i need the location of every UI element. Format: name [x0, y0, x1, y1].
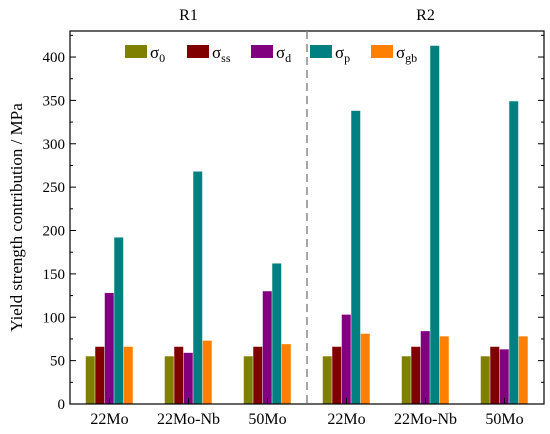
- y-tick-label: 300: [43, 137, 66, 153]
- bar-0-5: [401, 356, 411, 404]
- y-tick-label: 400: [43, 50, 66, 66]
- bar-ss-5: [411, 346, 421, 404]
- bar-p-5: [430, 45, 440, 404]
- legend-subscript: ss: [221, 51, 231, 65]
- bars-group: [85, 45, 528, 404]
- region-label: R2: [416, 7, 435, 24]
- y-tick-label: 250: [43, 180, 66, 196]
- y-ticks: 0 50 100 150 200 250 300 350 400: [43, 34, 544, 413]
- x-ticks: 22Mo 22Mo-Nb 50Mo 22Mo 22Mo-Nb 50Mo: [90, 398, 524, 428]
- x-tick-label: 22Mo: [90, 411, 128, 428]
- bar-gb-5: [439, 336, 449, 404]
- legend-label-0: σ0: [150, 43, 165, 65]
- x-tick-label: 50Mo: [485, 411, 523, 428]
- bar-0-6: [480, 356, 490, 404]
- legend-subscript: gb: [405, 51, 417, 65]
- legend-swatch-d: [251, 45, 273, 58]
- y-tick-label: 0: [58, 397, 66, 413]
- bar-gb-6: [518, 336, 528, 404]
- bar-ss-4: [332, 346, 342, 404]
- y-axis-label: Yield strength contribution / MPa: [7, 103, 26, 332]
- bar-d-3: [262, 291, 272, 404]
- bar-gb-2: [202, 340, 212, 404]
- bar-d-4: [341, 314, 351, 404]
- legend-swatch-0: [125, 45, 147, 58]
- bar-ss-6: [490, 346, 500, 404]
- bar-0-2: [164, 356, 174, 404]
- bar-p-4: [351, 110, 361, 404]
- legend-swatch-gb: [371, 45, 393, 58]
- region-labels: R1 R2: [179, 7, 435, 24]
- y-tick-label: 50: [50, 354, 65, 370]
- bar-d-5: [420, 331, 430, 404]
- legend-label-ss: σss: [212, 43, 231, 65]
- legend-label-p: σp: [335, 43, 350, 65]
- legend-subscript: d: [285, 51, 291, 65]
- x-tick-label: 50Mo: [248, 411, 286, 428]
- legend-swatch-ss: [187, 45, 209, 58]
- legend-label-d: σd: [276, 43, 291, 65]
- bar-0-1: [85, 356, 95, 404]
- legend-subscript: 0: [159, 51, 165, 65]
- bar-ss-3: [253, 346, 263, 404]
- y-tick-label: 200: [43, 224, 66, 240]
- legend: σ0 σss σd σp σgb: [125, 43, 417, 65]
- y-tick-label: 350: [43, 93, 66, 109]
- region-label: R1: [179, 7, 198, 24]
- x-tick-label: 22Mo: [327, 411, 365, 428]
- legend-swatch-p: [310, 45, 332, 58]
- y-tick-label: 150: [43, 267, 66, 283]
- x-tick-label: 22Mo-Nb: [157, 411, 220, 428]
- y-tick-label: 100: [43, 310, 66, 326]
- bar-ss-1: [95, 346, 105, 404]
- bar-gb-4: [360, 333, 370, 404]
- bar-ss-2: [174, 346, 184, 404]
- bar-gb-1: [123, 346, 133, 404]
- legend-label-gb: σgb: [396, 43, 417, 65]
- bar-d-2: [183, 352, 193, 404]
- bar-p-1: [114, 237, 124, 404]
- bar-0-3: [243, 356, 253, 404]
- bar-d-6: [499, 349, 509, 404]
- bar-0-4: [322, 356, 332, 404]
- bar-p-2: [193, 171, 203, 404]
- bar-d-1: [104, 292, 114, 404]
- bar-p-6: [509, 101, 519, 404]
- bar-p-3: [272, 263, 282, 404]
- x-tick-label: 22Mo-Nb: [394, 411, 457, 428]
- legend-subscript: p: [344, 51, 350, 65]
- bar-gb-3: [281, 344, 291, 404]
